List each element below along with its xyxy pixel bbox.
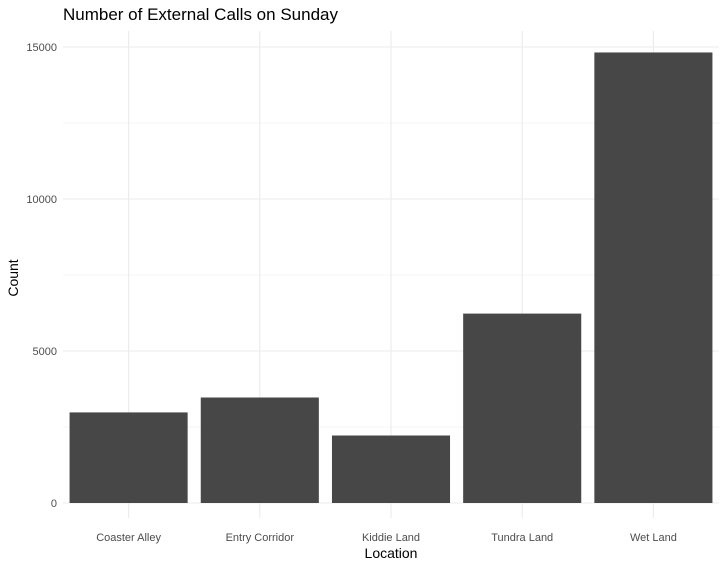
bar-wet-land	[594, 52, 713, 504]
x-tick-label: Entry Corridor	[226, 532, 295, 544]
x-tick-label: Coaster Alley	[96, 532, 161, 544]
y-tick-label: 0	[51, 498, 57, 510]
bar-kiddie-land	[331, 435, 451, 503]
bar-coaster-alley	[69, 412, 188, 503]
y-tick-label: 5000	[33, 346, 57, 358]
x-axis-title: Location	[365, 545, 418, 561]
x-tick-label: Kiddie Land	[362, 532, 420, 544]
x-tick-label: Wet Land	[630, 532, 677, 544]
y-tick-label: 15000	[26, 42, 57, 54]
bar-entry-corridor	[200, 397, 319, 503]
x-tick-label: Tundra Land	[491, 532, 553, 544]
chart-title: Number of External Calls on Sunday	[63, 5, 338, 24]
bar-tundra-land	[463, 313, 582, 503]
y-axis-title: Count	[5, 259, 21, 296]
bar-layer	[69, 52, 713, 504]
y-tick-label: 10000	[26, 194, 57, 206]
tick-layer: 0 5000 10000 15000 Coaster Alley Entry Corrid…	[26, 42, 676, 544]
